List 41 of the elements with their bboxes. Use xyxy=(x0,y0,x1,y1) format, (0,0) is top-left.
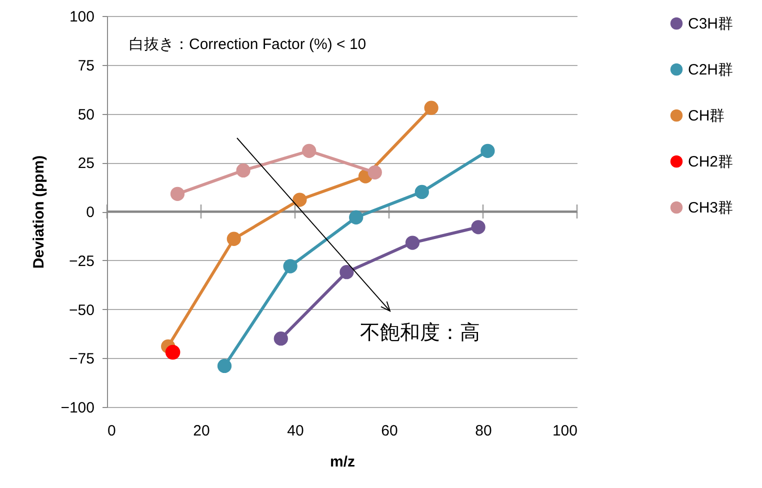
y-tick-label: 100 xyxy=(69,8,94,26)
legend-label: CH3群 xyxy=(688,200,734,216)
legend-label: CH群 xyxy=(688,108,725,124)
x-tick-label: 60 xyxy=(381,422,398,440)
x-tick-label: 100 xyxy=(552,422,578,440)
point xyxy=(165,344,180,360)
y-tick-label: 25 xyxy=(78,155,94,172)
y-tick-label: −75 xyxy=(69,350,94,368)
point xyxy=(274,332,288,346)
y-tick-label: 0 xyxy=(86,204,94,221)
y-tick-label: 50 xyxy=(78,106,94,124)
point xyxy=(236,163,250,178)
point xyxy=(302,144,316,158)
point xyxy=(349,210,364,224)
legend-label: CH2群 xyxy=(688,154,734,170)
x-tick-label: 0 xyxy=(108,422,116,440)
y-tick-label: −50 xyxy=(69,302,94,319)
point xyxy=(292,192,307,207)
y-tick-label: −100 xyxy=(60,400,94,416)
point xyxy=(340,265,354,280)
point xyxy=(368,165,382,180)
legend-label: C2H群 xyxy=(688,62,734,78)
point xyxy=(217,358,232,373)
y-axis-title: Deviation (ppm) xyxy=(30,155,48,269)
y-tick-label: −25 xyxy=(69,252,94,270)
annotation: 不飽和度：高 xyxy=(360,321,480,344)
point xyxy=(283,259,298,274)
x-tick-label: 20 xyxy=(193,422,210,440)
legend-label: C3H群 xyxy=(688,16,734,32)
point xyxy=(170,186,185,201)
annotation: 白抜き：Correction Factor (%) < 10 xyxy=(129,36,366,53)
point xyxy=(405,236,420,250)
point xyxy=(226,232,241,246)
point xyxy=(480,144,495,158)
x-tick-label: 40 xyxy=(287,422,304,440)
point xyxy=(471,220,486,234)
x-axis-title: m/z xyxy=(330,454,356,470)
y-tick-label: 75 xyxy=(78,57,94,74)
x-tick-label: 80 xyxy=(475,422,492,440)
point xyxy=(424,100,438,115)
point xyxy=(414,184,429,200)
